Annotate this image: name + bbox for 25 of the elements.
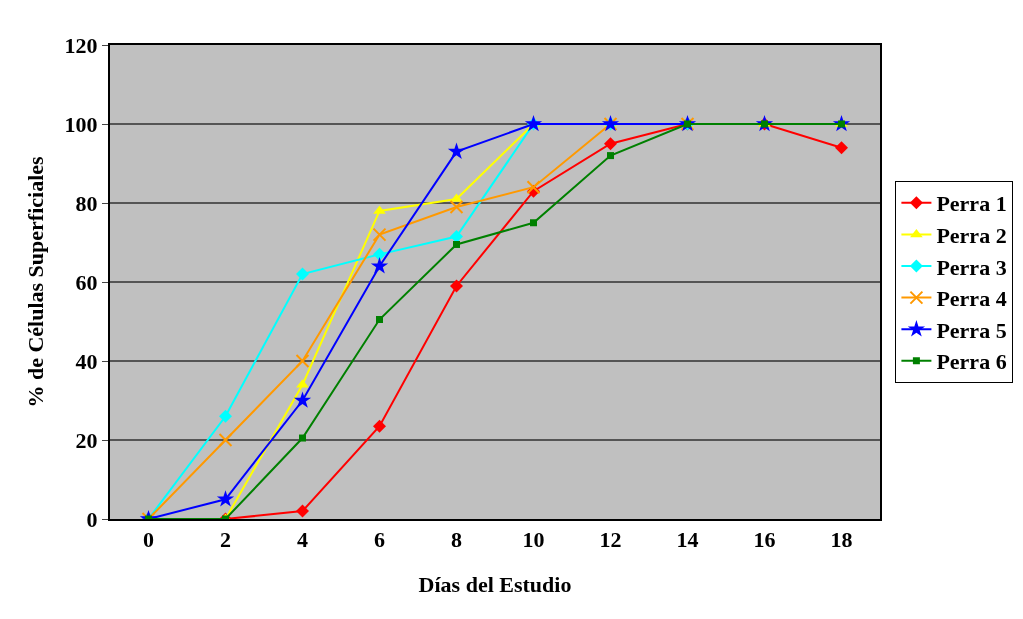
- y-tick-label: 100: [64, 111, 98, 137]
- legend-label: Perra 5: [936, 317, 1007, 343]
- legend-label: Perra 3: [936, 254, 1007, 280]
- y-tick-label: 20: [75, 427, 98, 453]
- y-axis-title: % de Células Superficiales: [22, 155, 48, 408]
- x-tick-label: 14: [676, 527, 699, 553]
- legend-label: Perra 6: [936, 349, 1007, 375]
- legend-label: Perra 4: [936, 286, 1007, 312]
- y-tick-label: 80: [75, 190, 98, 216]
- y-tick-label: 0: [86, 506, 98, 532]
- legend-label: Perra 2: [936, 222, 1007, 248]
- x-tick-label: 6: [374, 527, 385, 553]
- y-tick-label: 60: [75, 269, 98, 295]
- x-tick-label: 18: [830, 527, 853, 553]
- x-tick-label: 10: [522, 527, 545, 553]
- x-tick-label: 12: [599, 527, 622, 553]
- x-axis-title: Días del Estudio: [418, 571, 572, 597]
- y-tick-label: 40: [75, 348, 98, 374]
- x-tick-label: 8: [451, 527, 462, 553]
- x-tick-label: 2: [220, 527, 231, 553]
- x-tick-label: 16: [753, 527, 776, 553]
- legend-label: Perra 1: [936, 191, 1007, 217]
- y-tick-label: 120: [64, 32, 98, 58]
- x-tick-label: 4: [297, 527, 308, 553]
- x-tick-label: 0: [143, 527, 154, 553]
